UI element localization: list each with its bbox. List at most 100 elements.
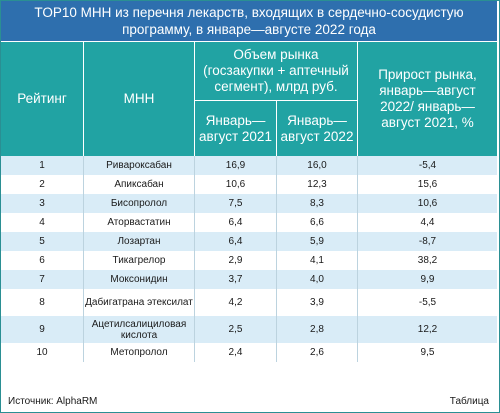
header-rank: Рейтинг bbox=[17, 91, 67, 106]
column-divider bbox=[357, 289, 358, 316]
header-market-volume: Объем рынка (госзакупки + аптечный сегме… bbox=[203, 47, 349, 94]
column-divider bbox=[83, 270, 84, 289]
table-body: 1 Ривароксабан 16,9 16,0 -5,4 2 Апиксабан 10,6 1… bbox=[1, 156, 497, 362]
column-divider bbox=[194, 270, 195, 289]
cell-growth: 9,9 bbox=[420, 274, 435, 285]
cell-mnn: Моксонидин bbox=[110, 274, 168, 285]
column-divider bbox=[276, 316, 277, 343]
table-row: 3 Бисопролол 7,5 8,3 10,6 bbox=[1, 194, 497, 213]
cell-growth: -5,4 bbox=[418, 160, 437, 171]
cell-mnn: Метопролол bbox=[110, 347, 168, 358]
cell-rank: 1 bbox=[39, 160, 45, 171]
column-divider bbox=[276, 213, 277, 232]
table-header: Рейтинг МНН Объем рынка (госзакупки + ап… bbox=[1, 42, 497, 156]
cell-2022: 2,8 bbox=[310, 324, 324, 335]
column-divider bbox=[194, 316, 195, 343]
table-title: TOP10 МНН из перечня лекарств, входящих … bbox=[1, 1, 497, 41]
column-divider bbox=[276, 232, 277, 251]
cell-2021: 10,6 bbox=[225, 179, 246, 190]
cell-2022: 5,9 bbox=[310, 236, 324, 247]
cell-2022: 4,0 bbox=[310, 274, 324, 285]
cell-2021: 6,4 bbox=[228, 217, 243, 228]
cell-2022: 16,0 bbox=[307, 160, 327, 171]
header-divider bbox=[276, 100, 277, 156]
cell-growth: 9,5 bbox=[420, 347, 435, 358]
column-divider bbox=[194, 175, 195, 194]
cell-growth: 10,6 bbox=[417, 198, 438, 209]
column-divider bbox=[357, 251, 358, 270]
cell-rank: 5 bbox=[39, 236, 45, 247]
table-row: 5 Лозартан 6,4 5,9 -8,7 bbox=[1, 232, 497, 251]
header-period-2022: Январь—август 2022 bbox=[280, 112, 354, 144]
column-divider bbox=[276, 289, 277, 316]
cell-mnn: Дабигатрана этексилат bbox=[85, 297, 193, 308]
header-divider bbox=[357, 42, 358, 156]
cell-mnn: Ривароксабан bbox=[106, 160, 172, 171]
cell-mnn: Аторвастатин bbox=[107, 217, 171, 228]
cell-rank: 8 bbox=[39, 297, 45, 308]
column-divider bbox=[357, 156, 358, 175]
table-row: 7 Моксонидин 3,7 4,0 9,9 bbox=[1, 270, 497, 289]
cell-growth: -5,5 bbox=[418, 297, 437, 308]
column-divider bbox=[83, 175, 84, 194]
cell-growth: 12,2 bbox=[417, 324, 438, 335]
cell-rank: 7 bbox=[39, 274, 45, 285]
column-divider bbox=[276, 251, 277, 270]
column-divider bbox=[194, 232, 195, 251]
cell-mnn: Тикагрелор bbox=[112, 255, 166, 266]
cell-2021: 16,9 bbox=[225, 160, 246, 171]
column-divider bbox=[194, 156, 195, 175]
column-divider bbox=[83, 156, 84, 175]
table-row: 1 Ривароксабан 16,9 16,0 -5,4 bbox=[1, 156, 497, 175]
table-row: 8 Дабигатрана этексилат 4,2 3,9 -5,5 bbox=[1, 289, 497, 316]
cell-2021: 3,7 bbox=[228, 274, 243, 285]
cell-growth: 15,6 bbox=[417, 179, 438, 190]
cell-mnn: Апиксабан bbox=[114, 179, 164, 190]
cell-2022: 6,6 bbox=[310, 217, 324, 228]
column-divider bbox=[357, 232, 358, 251]
cell-growth: 38,2 bbox=[417, 255, 438, 266]
cell-2021: 6,4 bbox=[228, 236, 243, 247]
header-period-2021: Январь—август 2021 bbox=[199, 112, 272, 144]
column-divider bbox=[357, 194, 358, 213]
cell-2022: 3,9 bbox=[310, 297, 324, 308]
column-divider bbox=[194, 251, 195, 270]
header-divider bbox=[194, 100, 358, 101]
column-divider bbox=[83, 194, 84, 213]
table-label: Таблица bbox=[449, 396, 489, 407]
cell-2021: 2,5 bbox=[228, 324, 243, 335]
table-row: 9 Ацетилсалициловая кислота 2,5 2,8 12,2 bbox=[1, 316, 497, 343]
table-row: 2 Апиксабан 10,6 12,3 15,6 bbox=[1, 175, 497, 194]
cell-rank: 2 bbox=[39, 179, 45, 190]
column-divider bbox=[83, 232, 84, 251]
column-divider bbox=[276, 343, 277, 362]
column-divider bbox=[276, 175, 277, 194]
cell-2021: 2,9 bbox=[228, 255, 243, 266]
column-divider bbox=[357, 343, 358, 362]
column-divider bbox=[194, 289, 195, 316]
column-divider bbox=[83, 213, 84, 232]
cell-2021: 4,2 bbox=[228, 297, 243, 308]
cell-growth: 4,4 bbox=[420, 217, 435, 228]
column-divider bbox=[357, 270, 358, 289]
column-divider bbox=[276, 194, 277, 213]
header-growth: Прирост рынка, январь—август 2022/ январ… bbox=[378, 67, 477, 130]
column-divider bbox=[357, 175, 358, 194]
cell-rank: 9 bbox=[39, 324, 45, 335]
cell-mnn: Бисопролол bbox=[110, 198, 168, 209]
table-row: 6 Тикагрелор 2,9 4,1 38,2 bbox=[1, 251, 497, 270]
cell-2022: 4,1 bbox=[310, 255, 324, 266]
column-divider bbox=[83, 289, 84, 316]
header-divider bbox=[83, 42, 84, 156]
cell-2022: 8,3 bbox=[310, 198, 324, 209]
column-divider bbox=[83, 343, 84, 362]
column-divider bbox=[276, 156, 277, 175]
cell-mnn: Ацетилсалициловая кислота bbox=[91, 318, 187, 341]
cell-mnn: Лозартан bbox=[117, 236, 161, 247]
table-title-text: TOP10 МНН из перечня лекарств, входящих … bbox=[34, 5, 464, 37]
table-row: 10 Метопролол 2,4 2,6 9,5 bbox=[1, 343, 497, 362]
source-text: Источник: AlphaRM bbox=[8, 396, 98, 407]
column-divider bbox=[357, 213, 358, 232]
cell-2022: 2,6 bbox=[310, 347, 324, 358]
header-mnn: МНН bbox=[123, 91, 155, 106]
